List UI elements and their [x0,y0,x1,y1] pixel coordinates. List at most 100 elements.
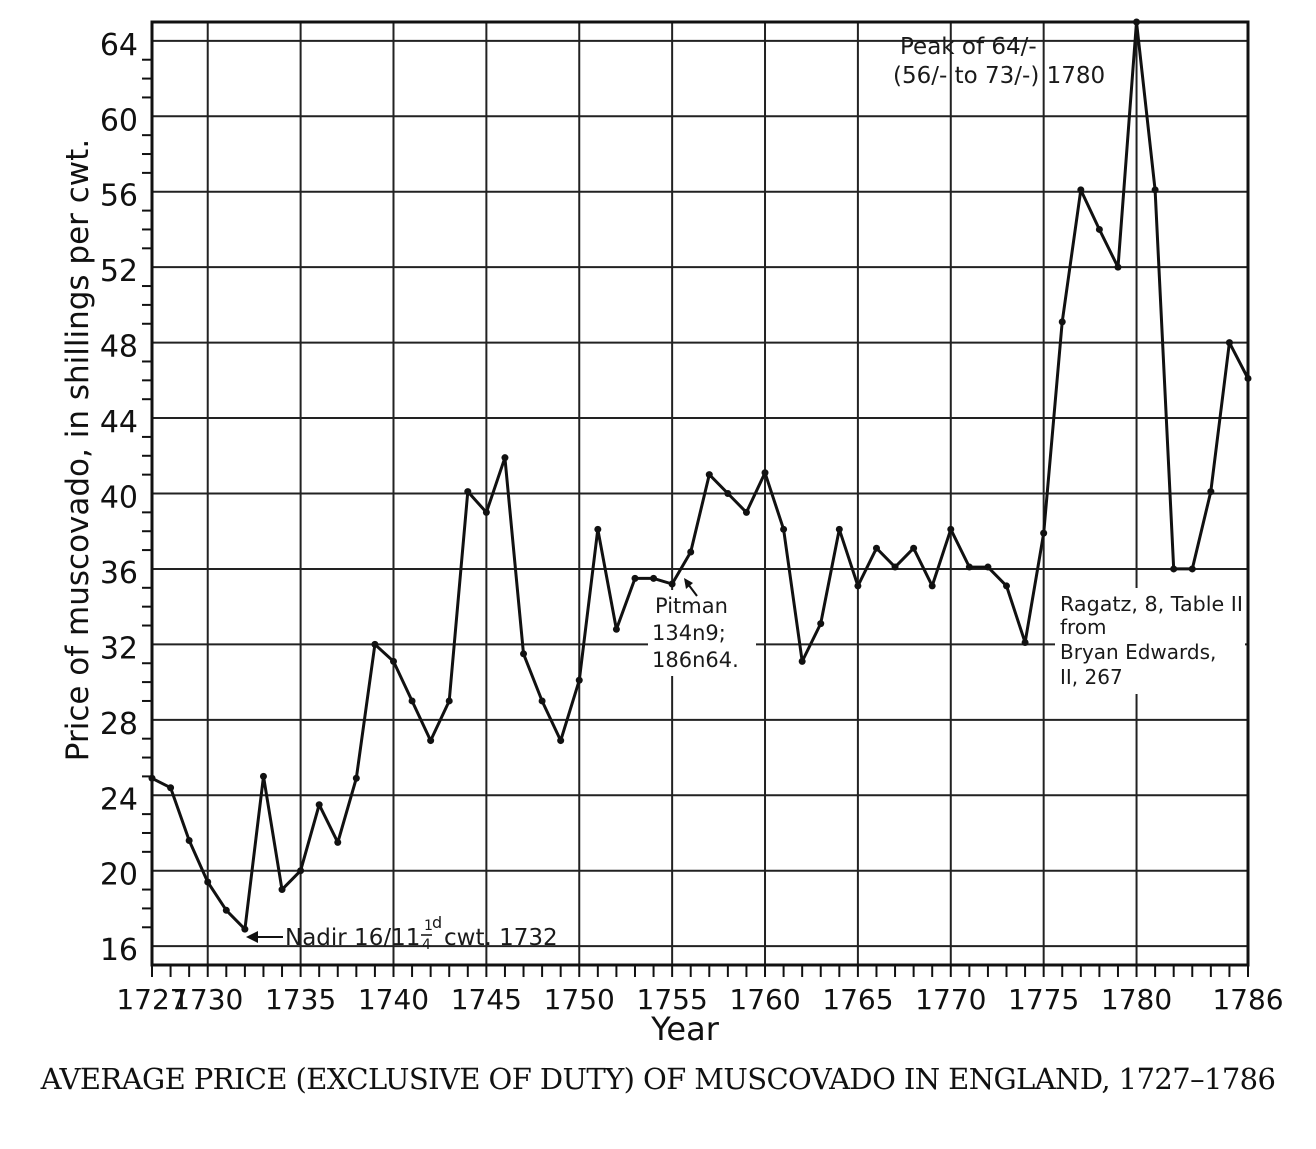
data-point-1739 [371,640,379,648]
data-point-1786 [1244,374,1252,382]
annotation-nadir-frac-sup: d [432,913,442,932]
annotation-ragatz-line1: Ragatz, 8, Table II [1060,592,1243,616]
data-point-1755 [668,580,676,588]
data-point-1728 [167,784,175,792]
data-point-1748 [538,697,546,705]
data-point-1737 [334,838,342,846]
series-points [148,18,1252,933]
x-tick-label-1745: 1745 [451,983,522,1016]
data-point-1745 [482,508,490,516]
data-point-1774 [1021,638,1029,646]
y-axis-tick-labels: 16 20 24 28 32 36 40 44 48 52 56 60 64 [100,28,138,968]
data-point-1776 [1058,318,1066,326]
x-tick-label-1727: 1727 [116,983,187,1016]
data-point-1767 [891,563,899,571]
annotation-ragatz-line2: from [1060,615,1107,639]
annotation-nadir: Nadir 16/11 1 d 4 cwt. 1732 [246,913,558,953]
annotation-peak-line1: Peak of 64/- [900,34,1037,60]
nadir-arrowhead [246,931,258,943]
data-point-1760 [761,469,769,477]
data-point-1746 [501,454,509,462]
y-tick-label-20: 20 [100,858,138,893]
data-point-1783 [1188,565,1196,573]
data-point-1733 [259,772,267,780]
annotation-ragatz-line3: Bryan Edwards, [1060,640,1216,664]
data-point-1753 [631,574,639,582]
pitman-arrowhead [684,578,693,589]
plot-frame [150,20,1250,967]
x-tick-label-1730: 1730 [172,983,243,1016]
data-point-1764 [835,525,843,533]
y-tick-label-44: 44 [100,405,138,440]
data-point-1751 [594,525,602,533]
data-point-1754 [650,574,658,582]
figure-caption: AVERAGE PRICE (EXCLUSIVE OF DUTY) OF MUS… [40,1062,1276,1096]
annotation-nadir-tail: cwt. 1732 [444,925,558,951]
data-point-1779 [1114,263,1122,271]
annotation-pitman-line2: 134n9; [652,621,726,645]
data-point-1735 [297,867,305,875]
data-point-1732 [241,925,249,933]
data-point-1771 [965,563,973,571]
data-point-1747 [520,650,528,658]
data-point-1765 [854,582,862,590]
annotation-pitman-line3: 186n64. [652,648,739,672]
x-tick-label-1755: 1755 [637,983,708,1016]
data-point-1731 [222,906,230,914]
annotation-nadir-text: Nadir 16/11 [285,925,420,951]
data-point-1752 [612,625,620,633]
annotation-nadir-frac-den: 4 [422,937,431,953]
data-point-1736 [315,801,323,809]
y-tick-label-36: 36 [100,556,138,591]
data-point-1734 [278,886,286,894]
data-point-1782 [1170,565,1178,573]
y-tick-label-16: 16 [100,933,138,968]
data-point-1749 [557,737,565,745]
y-axis-title: Price of muscovado, in shillings per cwt… [60,139,96,761]
x-tick-label-1786: 1786 [1212,983,1283,1016]
data-point-1743 [445,697,453,705]
data-point-1750 [575,676,583,684]
data-point-1757 [705,471,713,479]
y-tick-label-52: 52 [100,254,138,289]
data-point-1730 [204,878,212,886]
data-point-1744 [464,488,472,496]
y-tick-label-32: 32 [100,631,138,666]
data-point-1727 [148,774,156,782]
data-point-1781 [1151,186,1159,194]
x-axis-title: Year [650,1010,720,1048]
data-point-1778 [1095,225,1103,233]
x-tick-label-1740: 1740 [358,983,429,1016]
data-point-1759 [742,508,750,516]
annotation-nadir-frac-num: 1 [424,918,433,934]
annotation-pitman: Pitman 134n9; 186n64. [648,578,756,676]
data-point-1773 [1003,582,1011,590]
data-point-1772 [984,563,992,571]
data-point-1766 [872,544,880,552]
annotation-peak-line2: (56/- to 73/-) 1780 [893,63,1105,89]
data-point-1777 [1077,186,1085,194]
chart-grid [152,22,1248,965]
annotation-ragatz: Ragatz, 8, Table II from Bryan Edwards, … [1055,588,1245,694]
data-point-1756 [687,548,695,556]
data-point-1784 [1207,488,1215,496]
y-tick-label-28: 28 [100,707,138,742]
y-tick-label-24: 24 [100,782,138,817]
x-tick-label-1750: 1750 [544,983,615,1016]
annotation-pitman-line1: Pitman [655,594,728,618]
x-tick-label-1780: 1780 [1101,983,1172,1016]
x-tick-label-1770: 1770 [915,983,986,1016]
annotation-ragatz-line4: II, 267 [1060,665,1123,689]
data-point-1780 [1133,18,1141,26]
data-point-1729 [185,837,193,845]
y-tick-label-64: 64 [100,28,138,63]
series-line-price [151,20,1250,931]
ragatz-label-background [1055,588,1245,694]
data-point-1785 [1225,339,1233,347]
y-tick-label-48: 48 [100,330,138,365]
data-point-1775 [1040,529,1048,537]
y-tick-label-56: 56 [100,179,138,214]
x-tick-label-1760: 1760 [729,983,800,1016]
data-point-1738 [352,774,360,782]
